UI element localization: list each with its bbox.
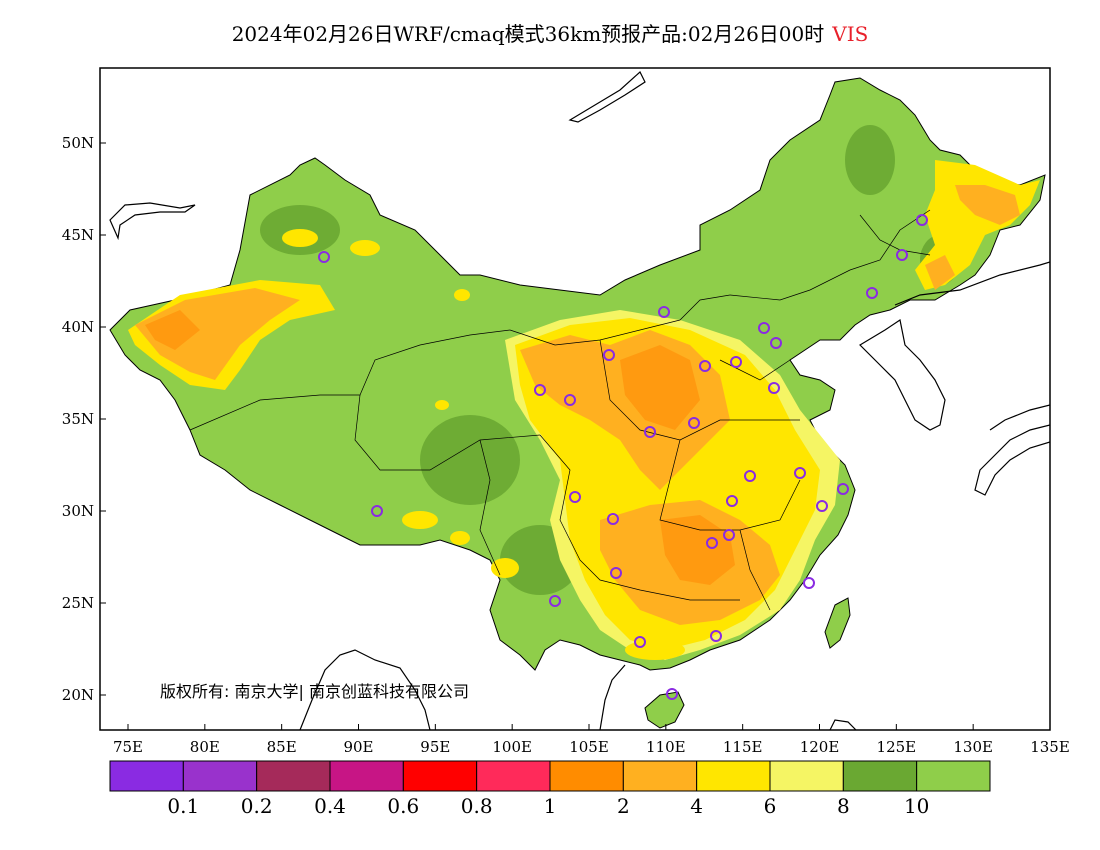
colorbar-label: 8 <box>837 794 850 818</box>
copyright-text: 版权所有: 南京大学| 南京创蓝科技有限公司 <box>160 682 469 701</box>
colorbar-label: 1 <box>544 794 557 818</box>
x-tick-label: 105E <box>569 738 609 756</box>
taiwan-island <box>824 597 851 649</box>
colorbar-label: 0.6 <box>387 794 419 818</box>
colorbar-swatch <box>182 760 258 792</box>
colorbar-label: 10 <box>904 794 929 818</box>
x-tick-label: 80E <box>190 738 220 756</box>
title-text: 2024年02月26日WRF/cmaq模式36km预报产品:02月26日00时 <box>231 22 825 46</box>
x-tick-label: 135E <box>1030 738 1070 756</box>
neighbor-coastlines <box>109 71 1050 730</box>
y-tick-label: 25N <box>62 594 94 612</box>
colorbar-swatch <box>109 760 184 792</box>
colorbar-swatch <box>476 760 551 792</box>
y-tick-label: 50N <box>62 134 94 152</box>
y-tick-label: 40N <box>62 318 94 336</box>
x-tick-label: 120E <box>800 738 840 756</box>
colorbar-swatch <box>402 760 478 792</box>
x-tick-label: 75E <box>113 738 143 756</box>
colorbar-label: 0.8 <box>461 794 493 818</box>
colorbar-label: 2 <box>617 794 630 818</box>
x-tick-label: 90E <box>343 738 373 756</box>
y-tick-label: 30N <box>62 502 94 520</box>
y-axis: 20N 25N 30N 35N 40N 45N 50N <box>62 134 106 704</box>
colorbar-swatch <box>769 760 844 792</box>
colorbar-label: 0.2 <box>241 794 273 818</box>
y-tick-label: 45N <box>62 226 94 244</box>
colorbar-swatch <box>256 760 331 792</box>
colorbar-swatch <box>549 760 624 792</box>
colorbar-label: 0.1 <box>167 794 199 818</box>
x-tick-label: 130E <box>953 738 993 756</box>
colorbar-swatch <box>329 760 404 792</box>
colorbar-swatch <box>622 760 698 792</box>
station-markers <box>318 214 928 700</box>
colorbar-swatch <box>696 760 771 792</box>
x-tick-label: 100E <box>492 738 532 756</box>
title-variable: VIS <box>832 22 869 46</box>
colorbar-label: 4 <box>690 794 703 818</box>
colorbar-swatch <box>916 760 991 792</box>
x-tick-label: 95E <box>420 738 450 756</box>
x-tick-label: 110E <box>646 738 686 756</box>
hainan-island <box>644 691 685 729</box>
x-axis: 75E 80E 85E 90E 95E 100E 105E 110E 115E 120E 125E 1… <box>113 724 1070 756</box>
colorbar-swatch <box>842 760 918 792</box>
x-tick-label: 125E <box>877 738 917 756</box>
colorbar-label: 6 <box>764 794 777 818</box>
colorbar: 0.1 0.2 0.4 0.6 0.8 1 2 4 6 8 10 <box>109 760 991 818</box>
plot-frame <box>99 67 1051 731</box>
colorbar-label: 0.4 <box>314 794 346 818</box>
x-tick-label: 85E <box>267 738 297 756</box>
y-tick-label: 20N <box>62 686 94 704</box>
chart-title: 2024年02月26日WRF/cmaq模式36km预报产品:02月26日00时 V… <box>0 18 1100 47</box>
y-tick-label: 35N <box>62 410 94 428</box>
x-tick-label: 115E <box>723 738 763 756</box>
visibility-shading <box>128 160 1040 660</box>
